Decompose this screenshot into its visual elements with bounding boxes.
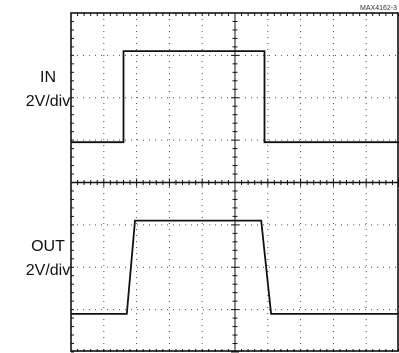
trace-out [71, 219, 399, 315]
part-number-label: MAX4162-3 [360, 5, 397, 12]
traces-group [71, 50, 399, 315]
channel-out-scale: 2V/div [26, 262, 70, 279]
channel-in-scale: 2V/div [26, 93, 70, 110]
channel-out-name: OUT [31, 238, 65, 255]
channel-in-name: IN [40, 69, 56, 86]
graticule [70, 12, 399, 353]
trace-in [71, 50, 399, 144]
screen-frame [70, 12, 399, 352]
